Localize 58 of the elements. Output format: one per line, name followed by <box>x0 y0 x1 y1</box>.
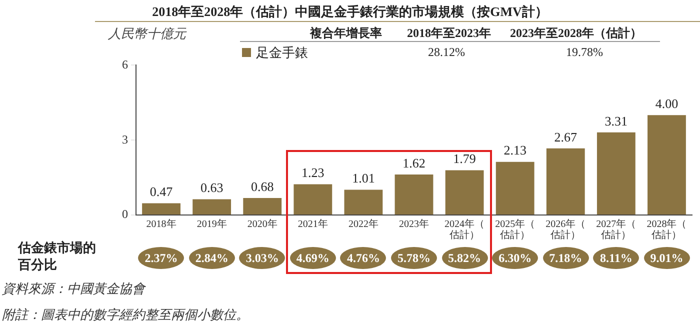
x-tick-label: 2018年 <box>146 218 176 230</box>
text: 複合年增長率 <box>310 25 382 42</box>
data-label: 0.68 <box>250 178 274 194</box>
x-tick-label: 2021年 <box>298 218 328 230</box>
text: 6.30% <box>492 247 538 269</box>
bar <box>294 184 332 214</box>
y-tick-label: 6 <box>122 57 128 72</box>
data-label: 1.23 <box>302 165 324 180</box>
data-label: 2.67 <box>554 129 578 144</box>
y-tick-label: 3 <box>122 132 128 146</box>
bar <box>445 170 484 214</box>
x-tick-label: 2027年（估計） <box>596 218 636 242</box>
text: 4.69% <box>290 247 336 269</box>
data-label: 1.79 <box>453 151 476 166</box>
source-note: 資料來源：中國黃金協會 <box>2 280 145 298</box>
text: 8.11% <box>593 247 640 269</box>
bar <box>142 203 180 214</box>
bar <box>546 148 585 214</box>
text: 附註：圖表中的數字經約整至兩個小數位。 <box>2 306 249 324</box>
data-label: 2.13 <box>504 142 526 158</box>
chart-title: 2018年至2028年（估計）中國足金手錶行業的市場規模（按GMV計） <box>151 3 549 21</box>
data-label: 4.00 <box>655 96 678 112</box>
x-tick-label: 2019年 <box>196 218 227 230</box>
bar <box>192 199 232 214</box>
y-axis-title: 人民幣十億元 <box>108 25 186 43</box>
text: 19.78% <box>566 45 603 60</box>
data-label: 1.62 <box>402 155 426 170</box>
text: 2018年至2023年 <box>407 25 491 42</box>
text: 2.37% <box>138 247 184 269</box>
bar <box>496 162 534 214</box>
text: 2023年至2028年（估計） <box>510 25 642 42</box>
text: 3.03% <box>239 247 286 269</box>
x-tick-label: 2022年 <box>348 218 378 230</box>
x-tick-label: 2023年 <box>399 218 429 230</box>
text: 5.82% <box>442 247 488 269</box>
text: 2.84% <box>188 247 235 269</box>
data-label: 0.63 <box>200 180 224 196</box>
x-tick-label: 2020年 <box>247 218 278 230</box>
x-tick-label: 2024年（估計） <box>444 218 485 242</box>
bar <box>344 190 383 214</box>
bar <box>394 174 434 214</box>
data-label: 3.31 <box>604 113 628 128</box>
text: 9.01% <box>644 247 690 269</box>
x-tick-label: 2028年（估計） <box>646 218 687 242</box>
text: 28.12% <box>428 45 465 60</box>
text: 7.18% <box>542 247 589 269</box>
data-label: 0.47 <box>150 184 174 200</box>
y-tick-label: 0 <box>122 207 128 222</box>
text: 4.76% <box>340 247 386 269</box>
text: 5.78% <box>391 247 437 269</box>
legend-label: 足金手錶 <box>256 44 308 62</box>
bar <box>648 115 686 214</box>
data-label: 1.01 <box>352 170 375 186</box>
bar <box>596 132 636 214</box>
x-tick-label: 2026年（估計） <box>546 218 586 242</box>
text: 估金錶市場的百分比 <box>18 239 97 273</box>
bar <box>243 198 282 214</box>
x-tick-label: 2025年（估計） <box>495 218 536 242</box>
